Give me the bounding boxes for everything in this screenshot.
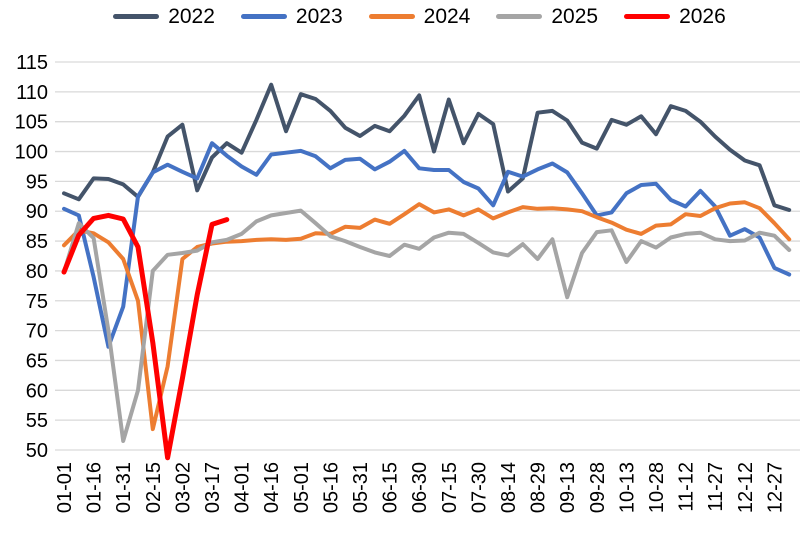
legend-item-2022: 2022 <box>113 6 215 27</box>
legend-label: 2025 <box>551 5 599 28</box>
legend-label: 2026 <box>679 5 726 28</box>
y-axis-label: 50 <box>26 440 48 462</box>
y-axis-label: 75 <box>26 291 48 313</box>
x-axis-label: 03-17 <box>202 462 224 513</box>
y-axis-label: 85 <box>26 231 48 253</box>
y-axis-label: 110 <box>16 82 48 104</box>
x-axis-label: 05-16 <box>320 462 342 513</box>
y-axis-label: 70 <box>26 321 48 343</box>
x-axis-label: 09-28 <box>587 462 609 513</box>
series-line-2026 <box>61 212 230 461</box>
x-axis-label: 11-27 <box>705 462 727 512</box>
x-axis-label: 04-01 <box>232 462 254 513</box>
legend-swatch-2023 <box>240 14 287 19</box>
chart-legend: 2022 2023 2024 2025 2026 <box>0 6 803 27</box>
x-axis-label: 04-16 <box>261 462 283 513</box>
legend-label: 2023 <box>295 5 343 28</box>
y-axis-label: 55 <box>26 410 48 432</box>
y-axis-label: 100 <box>15 142 48 164</box>
y-axis-label: 115 <box>16 52 48 74</box>
x-axis-label: 06-30 <box>409 462 431 513</box>
legend-label: 2024 <box>423 5 471 28</box>
series-line-2024 <box>62 200 792 432</box>
x-axis-label: 10-13 <box>616 462 638 513</box>
x-axis-label: 07-15 <box>439 462 461 513</box>
legend-item-2024: 2024 <box>368 5 471 28</box>
legend-swatch-2022 <box>113 14 160 19</box>
x-axis-label: 12-27 <box>764 462 786 513</box>
y-axis-label: 80 <box>26 261 48 283</box>
x-axis-label: 02-15 <box>143 462 165 513</box>
x-axis-label: 12-12 <box>735 462 757 513</box>
x-axis-label: 01-01 <box>54 462 76 513</box>
y-axis-label: 90 <box>26 201 48 223</box>
y-axis-label: 105 <box>15 112 48 134</box>
x-axis-label: 06-15 <box>380 462 402 513</box>
x-axis-label: 08-29 <box>528 462 550 513</box>
y-axis-label: 65 <box>26 350 48 372</box>
x-axis-label: 05-31 <box>350 462 372 513</box>
legend-item-2026: 2026 <box>624 6 726 27</box>
x-axis-label: 07-30 <box>468 462 490 513</box>
legend-label: 2022 <box>168 5 215 28</box>
series-line-2022 <box>62 82 792 212</box>
legend-item-2023: 2023 <box>240 5 343 28</box>
legend-swatch-2026 <box>624 14 671 19</box>
x-axis-label: 03-02 <box>172 462 194 513</box>
y-axis-label: 95 <box>26 171 48 193</box>
legend-item-2025: 2025 <box>496 6 598 27</box>
x-axis-label: 05-01 <box>291 462 313 513</box>
x-axis-label: 11-12 <box>676 462 698 512</box>
y-axis-label: 60 <box>26 380 48 402</box>
x-axis-label: 01-31 <box>113 462 135 513</box>
legend-swatch-2024 <box>368 14 415 19</box>
x-axis-label: 09-13 <box>557 462 579 513</box>
x-axis-label: 10-28 <box>646 462 668 513</box>
x-axis-label: 01-16 <box>84 462 106 513</box>
series-line-2025 <box>62 208 792 443</box>
x-axis-label: 08-14 <box>498 462 520 513</box>
legend-swatch-2025 <box>496 14 543 19</box>
series-line-2023 <box>62 141 792 349</box>
